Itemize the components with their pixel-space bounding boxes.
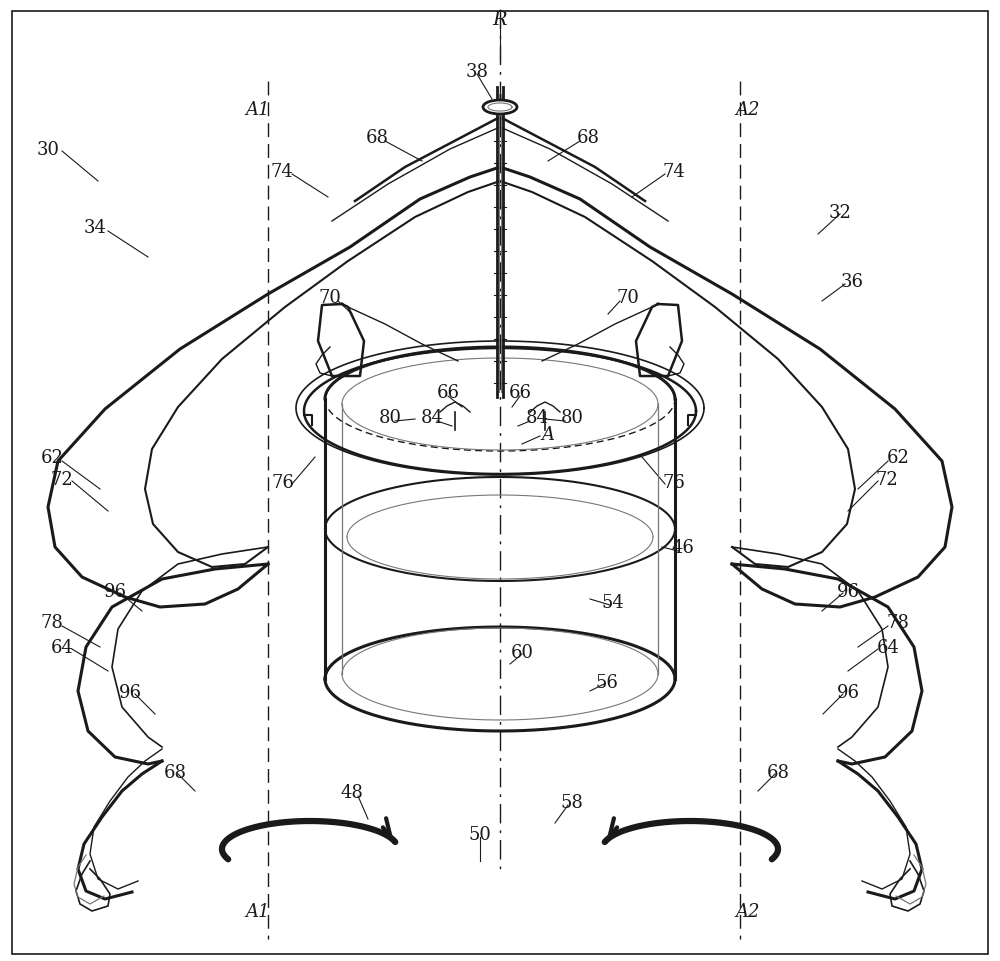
Text: 66: 66 (509, 383, 532, 402)
Text: 96: 96 (836, 683, 860, 702)
Text: A2: A2 (736, 902, 760, 920)
Text: 96: 96 (104, 582, 127, 601)
Text: 78: 78 (887, 613, 909, 631)
Text: 72: 72 (876, 471, 898, 488)
Text: 96: 96 (119, 683, 142, 702)
Text: 46: 46 (672, 538, 694, 556)
Text: 84: 84 (421, 408, 443, 427)
Text: A1: A1 (246, 101, 270, 119)
Text: 80: 80 (560, 408, 584, 427)
Text: 78: 78 (41, 613, 63, 631)
Text: 60: 60 (511, 643, 534, 661)
Text: 70: 70 (617, 288, 639, 307)
Text: 96: 96 (836, 582, 860, 601)
Ellipse shape (483, 101, 517, 115)
Text: 76: 76 (663, 474, 685, 491)
Text: 62: 62 (41, 449, 63, 466)
Text: 66: 66 (437, 383, 460, 402)
Text: A2: A2 (736, 101, 760, 119)
Text: 58: 58 (561, 793, 583, 811)
Text: 68: 68 (164, 763, 187, 781)
Text: 64: 64 (51, 638, 73, 656)
Text: 76: 76 (272, 474, 294, 491)
Text: 70: 70 (319, 288, 341, 307)
Text: 54: 54 (602, 593, 624, 611)
Text: 68: 68 (366, 129, 389, 147)
Text: 36: 36 (840, 273, 864, 290)
Text: 50: 50 (469, 825, 491, 843)
Text: 74: 74 (663, 162, 685, 181)
Text: R: R (493, 11, 507, 29)
Text: 80: 80 (379, 408, 402, 427)
Text: 30: 30 (37, 141, 60, 159)
Text: 84: 84 (526, 408, 548, 427)
Text: A: A (542, 426, 554, 444)
Text: 68: 68 (767, 763, 790, 781)
Text: 72: 72 (51, 471, 73, 488)
Text: A1: A1 (246, 902, 270, 920)
Text: 74: 74 (271, 162, 293, 181)
Text: 48: 48 (341, 783, 363, 801)
Text: 34: 34 (84, 219, 106, 236)
Text: 62: 62 (887, 449, 909, 466)
Text: 68: 68 (576, 129, 600, 147)
Text: 56: 56 (596, 674, 618, 691)
Text: 64: 64 (877, 638, 899, 656)
Text: 38: 38 (466, 62, 489, 81)
Text: 32: 32 (829, 204, 851, 222)
